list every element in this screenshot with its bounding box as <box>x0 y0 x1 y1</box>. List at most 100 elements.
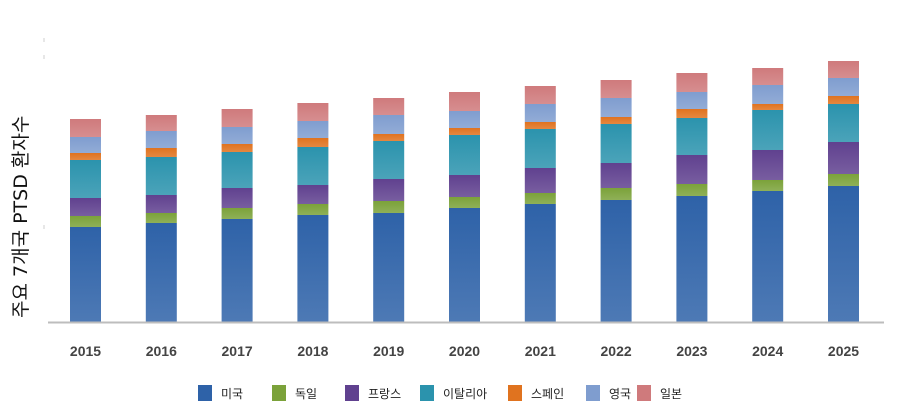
bar-segment <box>449 197 480 208</box>
bar-segment <box>373 213 405 322</box>
x-tick-label: 2025 <box>828 343 859 359</box>
legend-swatch-icon <box>420 385 434 401</box>
bar-segment <box>828 174 859 186</box>
legend-label: 이탈리아 <box>443 386 488 401</box>
bar-segment <box>297 138 329 147</box>
bar-segment <box>145 213 177 223</box>
legend: 미국 독일 프랑스 이탈리아 스페인 영국 일본 <box>0 384 900 404</box>
bar-segment <box>828 142 859 174</box>
bar-2016 <box>145 115 177 322</box>
bar-segment <box>221 208 253 219</box>
legend-item: 이탈리아 <box>420 384 487 402</box>
bar-segment <box>524 86 556 104</box>
bar-segment <box>524 193 556 204</box>
bar-segment <box>600 124 632 163</box>
bar-segment <box>752 191 784 322</box>
bar-segment <box>752 104 784 110</box>
bar-segment <box>449 92 480 111</box>
bar-segment <box>752 85 784 104</box>
legend-label: 프랑스 <box>368 386 402 401</box>
legend-label: 미국 <box>221 386 244 401</box>
bar-segment <box>449 208 480 322</box>
bar-segment <box>297 147 329 185</box>
legend-item: 스페인 <box>508 384 564 402</box>
legend-item: 일본 <box>637 384 682 402</box>
bar-segment <box>145 157 177 195</box>
x-tick-label: 2023 <box>676 343 707 359</box>
bar-segment <box>373 201 405 213</box>
bar-segment <box>145 195 177 213</box>
bar-segment <box>70 216 101 227</box>
bar-segment <box>524 168 556 193</box>
bar-segment <box>600 200 632 322</box>
bar-segment <box>828 186 859 322</box>
bar-segment <box>524 104 556 122</box>
bar-segment <box>676 184 708 196</box>
legend-swatch-icon <box>508 385 522 401</box>
bar-2019 <box>373 98 405 322</box>
bar-segment <box>373 115 405 134</box>
legend-item: 영국 <box>586 384 631 402</box>
bar-segment <box>449 175 480 197</box>
x-tick-label: 2020 <box>449 343 480 359</box>
bar-segment <box>828 61 859 78</box>
legend-label: 일본 <box>660 386 683 401</box>
bar-segment <box>145 115 177 131</box>
bar-segment <box>297 204 329 215</box>
bar-segment <box>221 144 253 152</box>
bar-segment <box>600 80 632 98</box>
legend-swatch-icon <box>198 385 212 401</box>
legend-label: 독일 <box>295 386 318 401</box>
bar-segment <box>828 104 859 142</box>
legend-swatch-icon <box>345 385 359 401</box>
bar-2015 <box>70 119 101 322</box>
legend-item: 프랑스 <box>345 384 401 402</box>
bar-segment <box>524 204 556 322</box>
bar-segment <box>70 227 101 322</box>
bar-2024 <box>752 68 784 322</box>
bar-segment <box>297 185 329 204</box>
bar-segment <box>373 179 405 201</box>
bar-segment <box>676 73 708 92</box>
bar-segment <box>524 129 556 168</box>
bar-segment <box>676 196 708 322</box>
x-tick-label: 2018 <box>297 343 328 359</box>
legend-label: 영국 <box>609 386 632 401</box>
bar-segment <box>373 98 405 115</box>
bar-segment <box>828 96 859 104</box>
bar-segment <box>145 223 177 322</box>
bar-segment <box>145 131 177 148</box>
bar-segment <box>676 92 708 109</box>
bar-segment <box>373 141 405 179</box>
bar-segment <box>221 219 253 322</box>
legend-swatch-icon <box>272 385 286 401</box>
bar-segment <box>752 150 784 180</box>
bar-segment <box>676 155 708 184</box>
y-axis-label: 주요 7개국 PTSD 환자수 <box>10 115 32 318</box>
legend-item: 미국 <box>198 384 243 402</box>
x-tick-label: 2015 <box>70 343 101 359</box>
bar-segment <box>297 103 329 121</box>
bar-2017 <box>221 109 253 322</box>
bar-segment <box>70 160 101 198</box>
legend-label: 스페인 <box>531 386 565 401</box>
bar-2025 <box>828 61 859 322</box>
x-tick-label: 2016 <box>146 343 177 359</box>
bar-segment <box>828 78 859 96</box>
bar-segment <box>600 163 632 188</box>
bar-segment <box>449 128 480 135</box>
x-tick-label: 2019 <box>373 343 404 359</box>
bar-segment <box>373 134 405 141</box>
bar-segment <box>297 215 329 322</box>
bar-2018 <box>297 103 329 322</box>
bar-segment <box>449 135 480 175</box>
bar-segment <box>752 110 784 150</box>
bar-segment <box>145 148 177 157</box>
bar-segment <box>70 137 101 153</box>
legend-swatch-icon <box>586 385 600 401</box>
bar-segment <box>600 117 632 124</box>
bar-segment <box>449 111 480 128</box>
x-tick-label: 2022 <box>601 343 632 359</box>
bar-segment <box>676 109 708 118</box>
